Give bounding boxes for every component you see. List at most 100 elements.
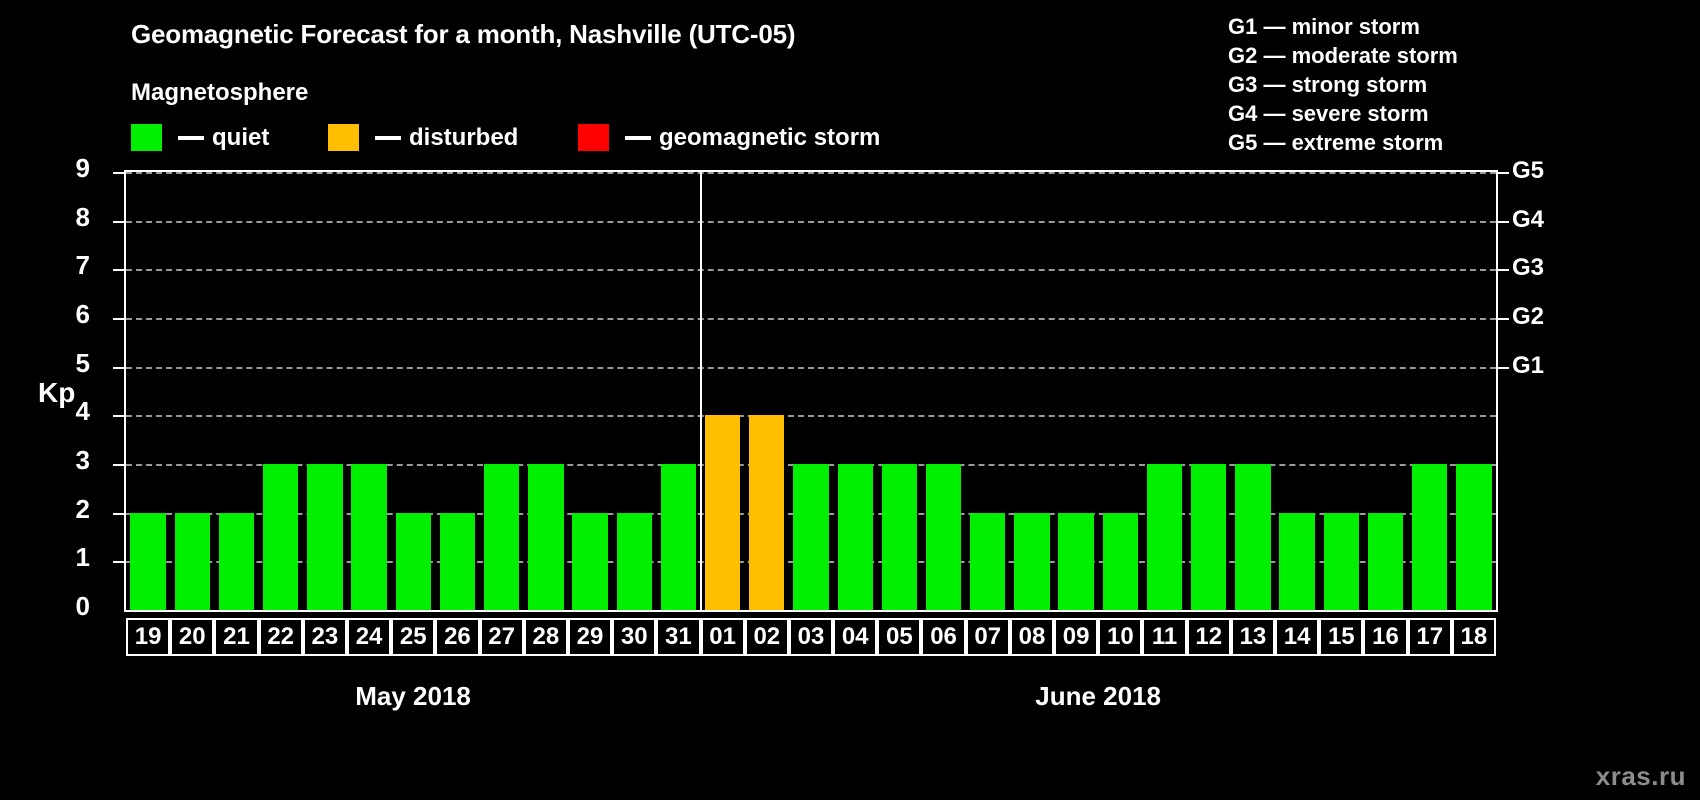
bar-june-01 xyxy=(704,415,741,610)
bar-june-14 xyxy=(1279,512,1315,610)
day-label-may-26: 26 xyxy=(435,618,480,656)
watermark: xras.ru xyxy=(1595,761,1686,791)
g-scale-row-3: G3 — strong storm xyxy=(1228,72,1428,97)
legend-dash-icon xyxy=(625,135,651,140)
gridline-kp-6 xyxy=(126,318,1496,320)
bar-june-06 xyxy=(925,464,962,610)
y-tick-mark-2 xyxy=(113,512,124,515)
y-tick-label-8: 8 xyxy=(75,201,90,232)
bar-may-26 xyxy=(439,512,476,610)
g-tick-mark-G4 xyxy=(1498,220,1509,223)
y-tick-label-9: 9 xyxy=(75,153,90,183)
gridline-kp-8 xyxy=(126,220,1496,223)
legend-dash-icon xyxy=(178,135,204,140)
legend-swatch-quiet xyxy=(131,124,162,151)
g-scale-legend: G1 — minor storm G2 — moderate storm G3 — … xyxy=(1228,12,1458,157)
day-label-june-02: 02 xyxy=(744,618,789,656)
bar-june-17 xyxy=(1412,464,1448,610)
plot-area xyxy=(124,170,1498,612)
day-label-may-22: 22 xyxy=(258,618,303,656)
day-label-june-13: 13 xyxy=(1230,618,1276,656)
day-label-june-12: 12 xyxy=(1186,618,1231,656)
day-label-june-05: 05 xyxy=(877,618,922,656)
bar-june-07 xyxy=(970,512,1006,610)
y-tick-label-7: 7 xyxy=(75,250,90,281)
y-tick-label-1: 1 xyxy=(75,542,90,573)
month-label-may: May 2018 xyxy=(355,681,471,711)
y-tick-mark-7 xyxy=(113,269,124,272)
day-label-june-14: 14 xyxy=(1275,618,1320,656)
g-tick-mark-G5 xyxy=(1498,172,1509,174)
bar-june-16 xyxy=(1367,512,1404,610)
bar-june-04 xyxy=(837,464,873,610)
day-label-june-01: 01 xyxy=(700,618,745,656)
bar-may-31 xyxy=(660,464,697,610)
y-tick-mark-5 xyxy=(113,366,124,369)
g-tick-mark-G3 xyxy=(1498,269,1509,272)
y-tick-label-3: 3 xyxy=(75,445,90,475)
bar-june-12 xyxy=(1191,464,1227,610)
bar-may-19 xyxy=(130,512,166,610)
bar-june-11 xyxy=(1146,464,1183,610)
day-label-may-27: 27 xyxy=(479,618,524,656)
bar-june-15 xyxy=(1323,512,1359,610)
bar-may-21 xyxy=(218,512,255,610)
y-tick-label-4: 4 xyxy=(75,396,90,427)
day-label-june-07: 07 xyxy=(965,618,1010,656)
legend-swatch-geomagnetic-storm xyxy=(578,124,609,151)
g-tick-label-G5: G5 xyxy=(1512,157,1545,184)
g-scale-row-4: G4 — severe storm xyxy=(1228,101,1429,126)
day-label-may-29: 29 xyxy=(567,618,613,656)
bar-may-29 xyxy=(572,512,608,610)
gridline-kp-7 xyxy=(126,269,1496,272)
day-label-may-30: 30 xyxy=(612,618,657,656)
page-title: Geomagnetic Forecast for a month, Nashvi… xyxy=(131,19,796,49)
bar-june-02 xyxy=(749,415,785,610)
day-label-may-31: 31 xyxy=(656,618,701,656)
plot-inner xyxy=(126,172,1496,610)
day-label-may-23: 23 xyxy=(302,618,347,656)
legend-label-geomagnetic-storm: geomagnetic storm xyxy=(659,124,881,151)
bar-may-22 xyxy=(263,464,299,610)
gridline-kp-4 xyxy=(126,415,1496,418)
bar-may-25 xyxy=(395,512,431,610)
legend-swatch-disturbed xyxy=(328,124,359,151)
g-scale-row-2: G2 — moderate storm xyxy=(1228,43,1458,68)
y-tick-mark-9 xyxy=(113,172,124,174)
g-tick-mark-G1 xyxy=(1498,366,1509,369)
g-tick-mark-G2 xyxy=(1498,318,1509,320)
day-label-june-15: 15 xyxy=(1319,618,1364,656)
day-label-may-20: 20 xyxy=(170,618,215,656)
y-tick-label-5: 5 xyxy=(75,347,90,378)
y-axis-title: Kp xyxy=(38,377,76,408)
day-label-may-25: 25 xyxy=(391,618,436,656)
bar-may-30 xyxy=(616,512,652,610)
day-label-june-09: 09 xyxy=(1054,618,1099,656)
bar-june-09 xyxy=(1058,512,1094,610)
day-label-june-04: 04 xyxy=(833,618,878,656)
day-label-june-11: 11 xyxy=(1142,618,1187,656)
day-label-may-21: 21 xyxy=(214,618,259,656)
day-label-june-18: 18 xyxy=(1451,618,1496,656)
day-label-may-19: 19 xyxy=(126,618,171,656)
legend-label-quiet: quiet xyxy=(212,124,270,151)
legend-item-disturbed: disturbed xyxy=(328,124,518,151)
bar-june-13 xyxy=(1235,464,1271,610)
gridline-kp-9 xyxy=(126,172,1496,174)
bar-may-23 xyxy=(307,464,343,610)
month-label-june: June 2018 xyxy=(1035,681,1161,711)
day-label-may-28: 28 xyxy=(523,618,568,656)
y-tick-mark-8 xyxy=(113,220,124,223)
bar-june-03 xyxy=(793,464,829,610)
g-tick-label-G1: G1 xyxy=(1512,351,1545,379)
g-tick-label-G2: G2 xyxy=(1512,303,1545,330)
bar-june-05 xyxy=(881,464,918,610)
bar-june-18 xyxy=(1456,464,1492,610)
day-label-june-10: 10 xyxy=(1098,618,1143,656)
bar-may-28 xyxy=(528,464,564,610)
legend-label-disturbed: disturbed xyxy=(409,124,519,151)
y-tick-label-2: 2 xyxy=(75,493,90,524)
gridline-kp-5 xyxy=(126,366,1496,369)
day-label-may-24: 24 xyxy=(346,618,392,656)
y-tick-mark-1 xyxy=(113,561,124,564)
